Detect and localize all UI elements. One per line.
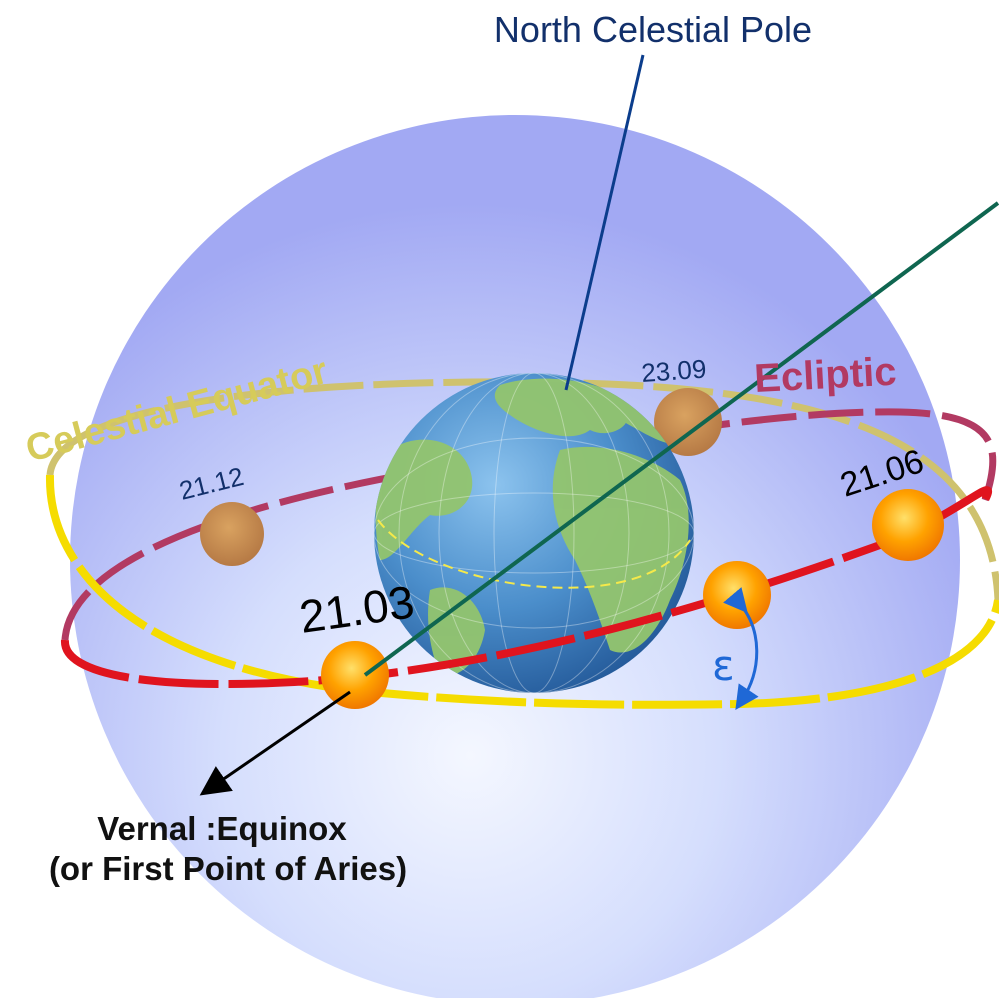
ecliptic-back (61, 408, 997, 641)
sun-december (200, 502, 264, 566)
sun-september (654, 388, 722, 456)
obliquity-arc (723, 587, 759, 710)
sun-spring-position (703, 561, 771, 629)
vernal-equinox-label-line2: (or First Point of Aries) (49, 850, 407, 887)
earth-equator-line (377, 519, 691, 589)
north-pole-line (564, 54, 645, 391)
date-label-september: 23.09 (640, 354, 707, 388)
obliquity-symbol: ε (712, 641, 735, 690)
vernal-equinox-arrow (199, 690, 351, 796)
sun-march (321, 641, 389, 709)
ecliptic-front (61, 486, 993, 689)
north-celestial-pole-label: North Celestial Pole (494, 9, 812, 50)
earth-axis-line (363, 201, 999, 677)
celestial-equator-front (45, 474, 999, 709)
ecliptic-label: Ecliptic (753, 350, 897, 401)
sun-june (872, 489, 944, 561)
vernal-equinox-label-line1: Vernal :Equinox (97, 810, 347, 847)
